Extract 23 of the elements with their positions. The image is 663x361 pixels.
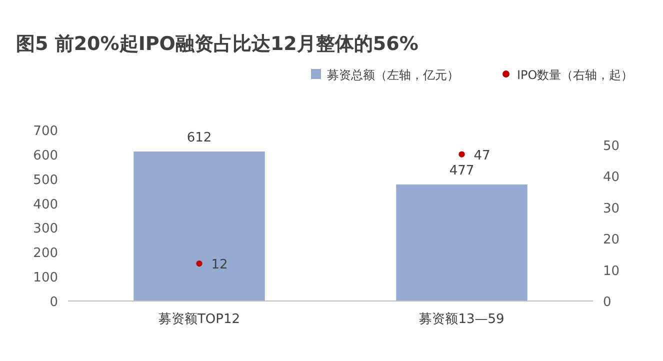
y2-tick-label: 50 [603, 139, 620, 154]
y-tick-label: 600 [33, 148, 58, 164]
y-tick-label: 100 [33, 270, 58, 286]
y-tick-label: 500 [33, 172, 58, 188]
y2-tick-label: 40 [603, 170, 620, 186]
y-tick-label: 400 [33, 197, 58, 212]
y2-tick-label: 20 [603, 232, 620, 248]
y2-tick-label: 30 [603, 201, 620, 216]
legend-label: IPO数量（右轴，起） [517, 68, 634, 82]
x-tick-label: 募资额TOP12 [158, 312, 240, 327]
legend-label: 募资总额（左轴，亿元） [327, 68, 459, 82]
data-label: 477 [449, 163, 474, 178]
y-tick-label: 0 [50, 295, 58, 310]
chart-title: 图5 前20%起IPO融资占比达12月整体的56% [16, 33, 418, 55]
y-tick-label: 700 [33, 124, 58, 139]
data-label: 612 [186, 130, 212, 146]
x-tick-label: 募资额13—59 [419, 312, 504, 327]
data-label: 47 [474, 148, 490, 164]
y-tick-label: 200 [33, 246, 58, 262]
y2-tick-label: 10 [603, 264, 620, 279]
y2-tick-label: 0 [603, 295, 612, 310]
data-label: 12 [211, 258, 228, 273]
y-tick-label: 300 [33, 222, 58, 237]
